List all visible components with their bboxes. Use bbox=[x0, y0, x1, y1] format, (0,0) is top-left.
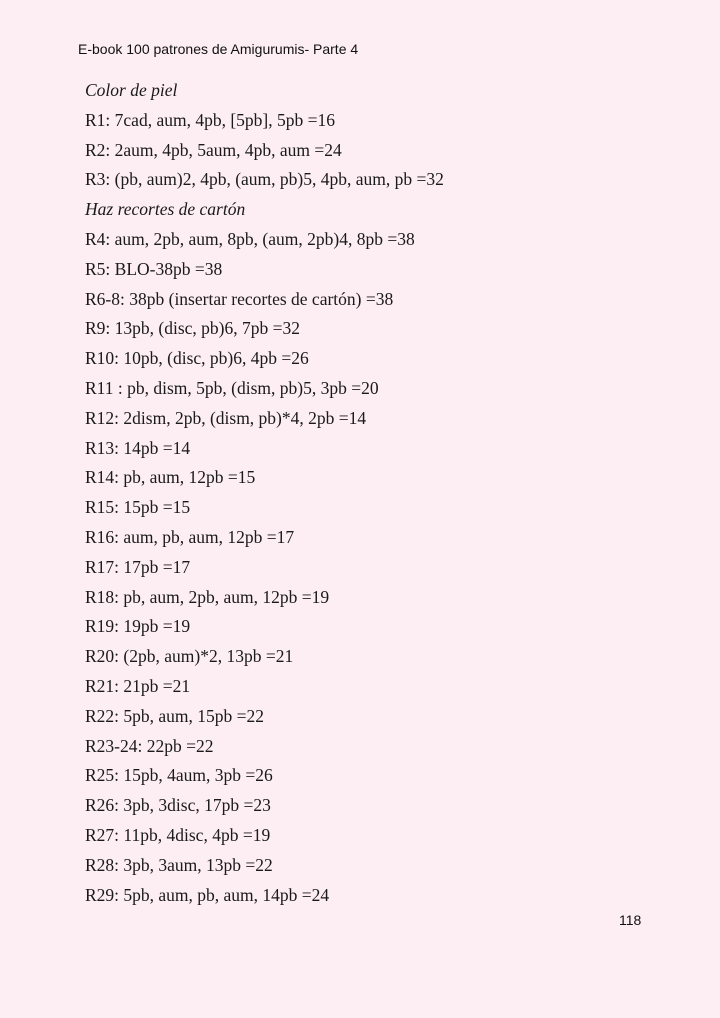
round-instruction: R23-24: 22pb =22 bbox=[85, 735, 214, 756]
round-instruction: R22: 5pb, aum, 15pb =22 bbox=[85, 705, 265, 726]
round-instruction: R27: 11pb, 4disc, 4pb =19 bbox=[85, 824, 271, 845]
round-instruction: R6-8: 38pb (insertar recortes de cartón)… bbox=[85, 288, 394, 309]
round-instruction: R28: 3pb, 3aum, 13pb =22 bbox=[85, 854, 273, 875]
round-instruction: R13: 14pb =14 bbox=[85, 437, 191, 458]
section-note: Haz recortes de cartón bbox=[85, 199, 246, 220]
round-instruction: R25: 15pb, 4aum, 3pb =26 bbox=[85, 765, 273, 786]
round-instruction: R29: 5pb, aum, pb, aum, 14pb =24 bbox=[85, 884, 330, 905]
round-instruction: R11 : pb, dism, 5pb, (dism, pb)5, 3pb =2… bbox=[85, 377, 379, 398]
round-instruction: R10: 10pb, (disc, pb)6, 4pb =26 bbox=[85, 348, 309, 369]
page-number: 118 bbox=[619, 912, 642, 928]
round-instruction: R16: aum, pb, aum, 12pb =17 bbox=[85, 526, 295, 547]
round-instruction: R4: aum, 2pb, aum, 8pb, (aum, 2pb)4, 8pb… bbox=[85, 228, 415, 249]
round-instruction: R12: 2dism, 2pb, (dism, pb)*4, 2pb =14 bbox=[85, 407, 367, 428]
round-instruction: R18: pb, aum, 2pb, aum, 12pb =19 bbox=[85, 586, 330, 607]
round-instruction: R2: 2aum, 4pb, 5aum, 4pb, aum =24 bbox=[85, 139, 342, 160]
round-instruction: R19: 19pb =19 bbox=[85, 616, 191, 637]
round-instruction: R3: (pb, aum)2, 4pb, (aum, pb)5, 4pb, au… bbox=[85, 169, 444, 190]
round-instruction: R5: BLO-38pb =38 bbox=[85, 258, 223, 279]
round-instruction: R21: 21pb =21 bbox=[85, 675, 191, 696]
round-instruction: R26: 3pb, 3disc, 17pb =23 bbox=[85, 795, 271, 816]
round-instruction: R20: (2pb, aum)*2, 13pb =21 bbox=[85, 646, 294, 667]
round-instruction: R15: 15pb =15 bbox=[85, 497, 191, 518]
round-instruction: R17: 17pb =17 bbox=[85, 556, 191, 577]
round-instruction: R9: 13pb, (disc, pb)6, 7pb =32 bbox=[85, 318, 300, 339]
round-instruction: R14: pb, aum, 12pb =15 bbox=[85, 467, 256, 488]
pattern-instructions: Color de piel R1: 7cad, aum, 4pb, [5pb], … bbox=[85, 78, 444, 912]
round-instruction: R1: 7cad, aum, 4pb, [5pb], 5pb =16 bbox=[85, 109, 335, 130]
section-note: Color de piel bbox=[85, 80, 178, 100]
running-header: E-book 100 patrones de Amigurumis- Parte… bbox=[78, 41, 359, 57]
